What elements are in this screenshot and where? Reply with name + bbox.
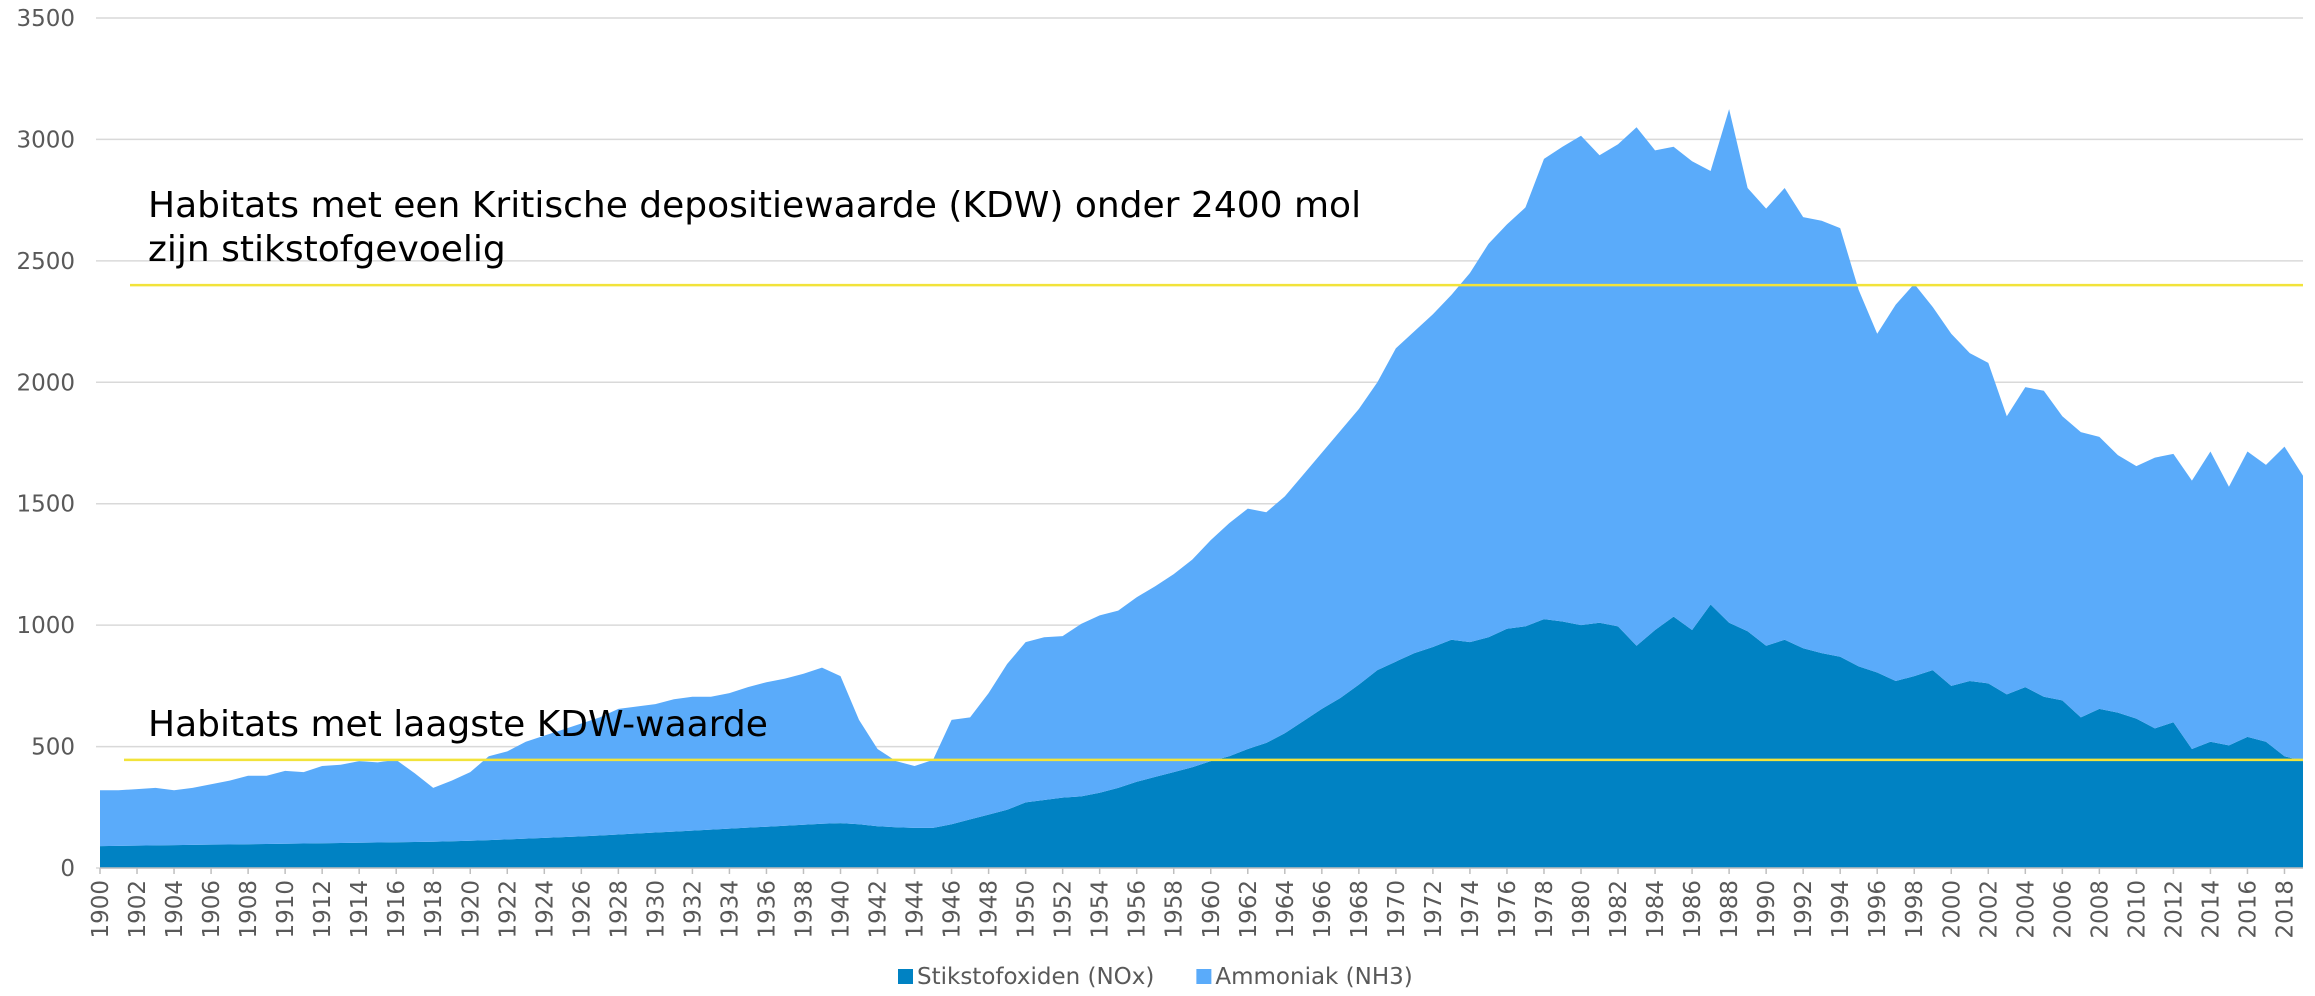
x-tick-label: 1930 (643, 880, 669, 939)
x-tick-label: 1976 (1495, 880, 1521, 939)
area (100, 109, 2303, 847)
x-tick-label: 1922 (495, 880, 521, 939)
x-tick-label: 1990 (1754, 880, 1780, 939)
annotation: Habitats met een Kritische depositiewaar… (148, 185, 1361, 226)
x-tick-label: 1928 (606, 880, 632, 939)
x-tick-label: 1998 (1902, 880, 1928, 939)
x-tick-label: 1986 (1680, 880, 1706, 939)
x-tick-label: 1900 (88, 880, 114, 939)
y-tick-label: 3000 (16, 127, 75, 153)
x-tick-label: 1994 (1828, 880, 1854, 939)
x-tick-label: 2006 (2050, 880, 2076, 939)
annotation: zijn stikstofgevoelig (148, 229, 506, 270)
x-tick-label: 1964 (1273, 880, 1299, 939)
x-tick-label: 1950 (1014, 880, 1040, 939)
x-tick-label: 2002 (1976, 880, 2002, 939)
x-tick-label: 1970 (1384, 880, 1410, 939)
x-tick-label: 1912 (310, 880, 336, 939)
x-tick-label: 1968 (1347, 880, 1373, 939)
x-tick-label: 1978 (1532, 880, 1558, 939)
x-tick-label: 1944 (903, 880, 929, 939)
x-tick-label: 1946 (940, 880, 966, 939)
x-tick-label: 2014 (2198, 880, 2224, 939)
x-tick-label: 1934 (717, 880, 743, 939)
annotation: Habitats met laagste KDW-waarde (148, 704, 768, 745)
x-tick-label: 1958 (1162, 880, 1188, 939)
x-tick-label: 1926 (569, 880, 595, 939)
x-tick-label: 2016 (2235, 880, 2261, 939)
x-tick-label: 1992 (1791, 880, 1817, 939)
x-tick-label: 2018 (2272, 880, 2298, 939)
y-tick-label: 1000 (16, 613, 75, 639)
x-tick-label: 2010 (2124, 880, 2150, 939)
x-tick-label: 1932 (680, 880, 706, 939)
x-tick-label: 1966 (1310, 880, 1336, 939)
x-tick-label: 1954 (1088, 880, 1114, 939)
x-tick-label: 2012 (2161, 880, 2187, 939)
y-tick-label: 1500 (16, 492, 75, 518)
x-tick-label: 1974 (1458, 880, 1484, 939)
legend-label: Ammoniak (NH3) (1215, 964, 1412, 990)
x-tick-label: 2008 (2087, 880, 2113, 939)
x-tick-label: 1918 (421, 880, 447, 939)
x-tick-label: 1948 (977, 880, 1003, 939)
legend-swatch (1196, 969, 1212, 984)
x-tick-label: 1956 (1125, 880, 1151, 939)
x-tick-label: 2000 (1939, 880, 1965, 939)
x-tick-label: 1936 (754, 880, 780, 939)
x-tick-label: 1904 (162, 880, 188, 939)
y-tick-label: 500 (31, 735, 75, 761)
x-tick-label: 1962 (1236, 880, 1262, 939)
x-tick-label: 1940 (829, 880, 855, 939)
y-tick-label: 2500 (16, 249, 75, 275)
x-tick-label: 1924 (532, 880, 558, 939)
x-tick-label: 1914 (347, 880, 373, 939)
x-tick-label: 1938 (791, 880, 817, 939)
x-tick-label: 1988 (1717, 880, 1743, 939)
x-tick-label: 1906 (199, 880, 225, 939)
legend-label: Stikstofoxiden (NOx) (917, 964, 1154, 990)
x-tick-label: 1942 (866, 880, 892, 939)
x-tick-label: 1920 (458, 880, 484, 939)
area (100, 604, 2303, 868)
x-tick-label: 1916 (384, 880, 410, 939)
x-tick-label: 1982 (1606, 880, 1632, 939)
x-tick-label: 1980 (1569, 880, 1595, 939)
x-tick-label: 1960 (1199, 880, 1225, 939)
x-tick-label: 2004 (2013, 880, 2039, 939)
x-tick-label: 1908 (236, 880, 262, 939)
x-tick-label: 1902 (125, 880, 151, 939)
x-tick-label: 1996 (1865, 880, 1891, 939)
x-tick-label: 1972 (1421, 880, 1447, 939)
x-tick-label: 1984 (1643, 880, 1669, 939)
y-tick-label: 0 (60, 856, 75, 882)
x-tick-label: 1910 (273, 880, 299, 939)
y-tick-label: 3500 (16, 6, 75, 32)
legend-swatch (898, 969, 913, 984)
x-tick-label: 1952 (1051, 880, 1077, 939)
y-tick-label: 2000 (16, 370, 75, 396)
